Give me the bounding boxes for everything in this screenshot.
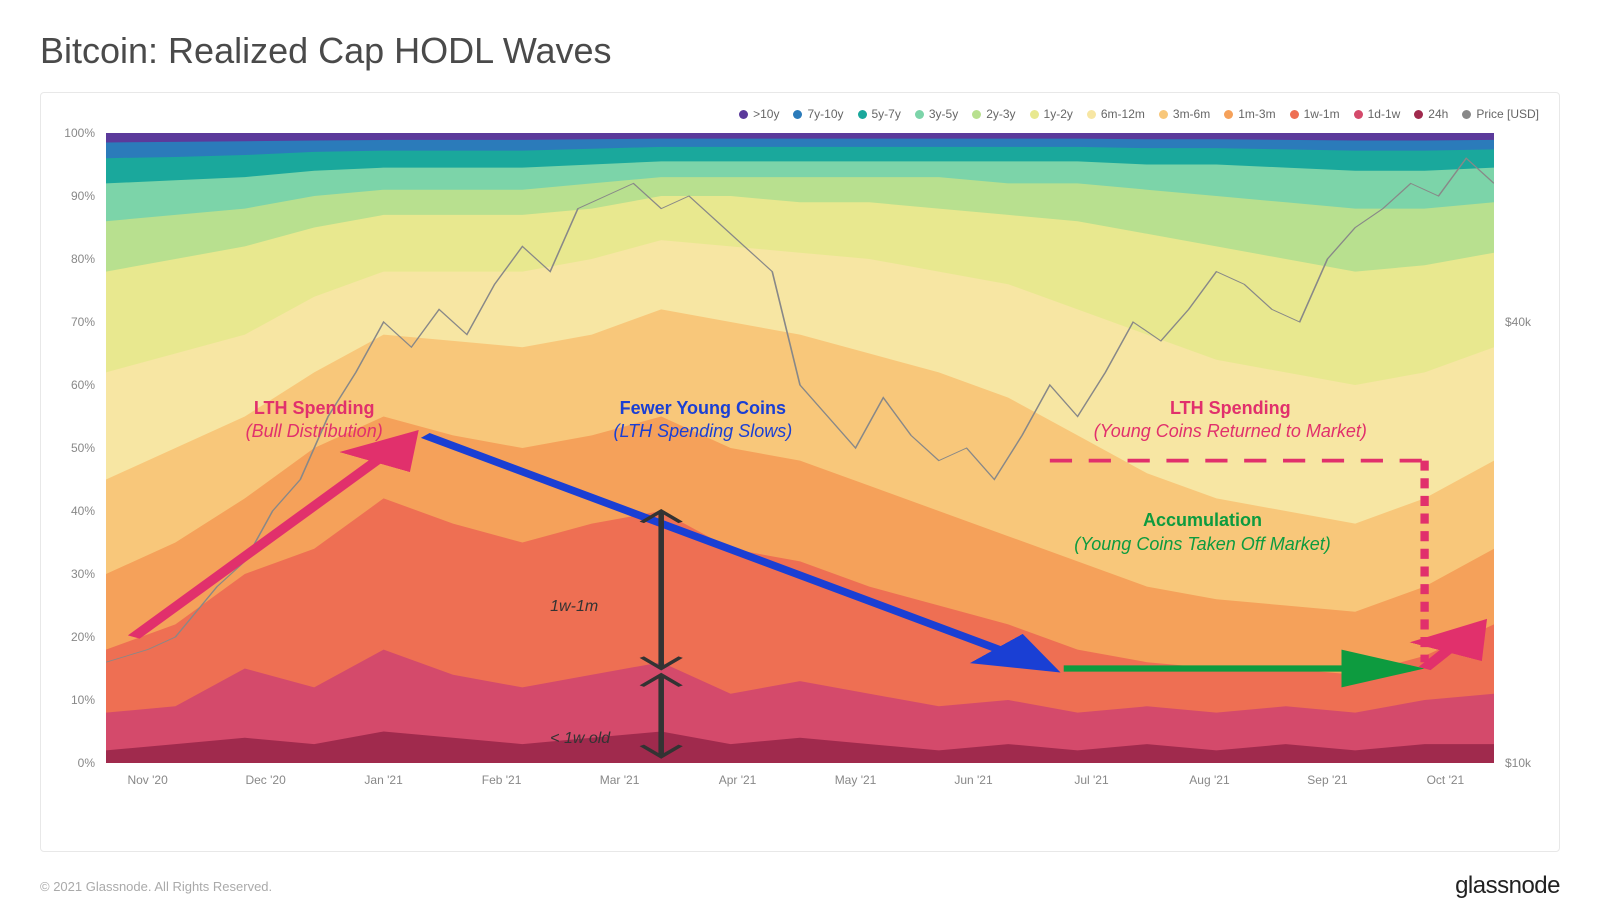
y-tick-left: 20% [71,630,95,644]
legend-dot-icon [915,110,924,119]
y-tick-left: 90% [71,189,95,203]
legend-item: 3m-6m [1159,107,1210,121]
chart-svg [106,133,1494,763]
legend-item: Price [USD] [1462,107,1539,121]
y-tick-left: 80% [71,252,95,266]
x-tick: Mar '21 [600,773,640,787]
legend-dot-icon [1414,110,1423,119]
x-tick: Jul '21 [1074,773,1108,787]
legend-dot-icon [1159,110,1168,119]
legend-dot-icon [739,110,748,119]
x-tick: Jun '21 [954,773,992,787]
x-tick: Dec '20 [245,773,285,787]
legend-label: 7y-10y [807,107,843,121]
x-tick: Apr '21 [719,773,757,787]
x-tick: Feb '21 [482,773,522,787]
plot-area: glassnode 0%10%20%30%40%50%60%70%80%90%1… [106,133,1494,793]
copyright: © 2021 Glassnode. All Rights Reserved. [40,879,272,894]
legend-dot-icon [1087,110,1096,119]
legend-label: Price [USD] [1476,107,1539,121]
x-axis: Nov '20 Dec '20 Jan '21 Feb '21 Mar '21 Apr '… [106,765,1494,793]
legend-item: >10y [739,107,779,121]
y-tick-right: $10k [1505,756,1531,770]
legend-label: 3m-6m [1173,107,1210,121]
brand-logo: glassnode [1455,872,1560,900]
legend-item: 1d-1w [1354,107,1401,121]
legend-dot-icon [1354,110,1363,119]
y-tick-left: 10% [71,693,95,707]
legend-dot-icon [1290,110,1299,119]
legend-dot-icon [1462,110,1471,119]
legend-label: 1y-2y [1044,107,1073,121]
legend-item: 24h [1414,107,1448,121]
legend-item: 3y-5y [915,107,958,121]
range-label-lt1w: < 1w old [550,730,610,748]
x-tick: Jan '21 [364,773,402,787]
legend-label: 6m-12m [1101,107,1145,121]
y-tick-left: 0% [78,756,95,770]
y-tick-left: 40% [71,504,95,518]
legend-dot-icon [793,110,802,119]
legend-item: 1y-2y [1030,107,1073,121]
legend-label: 24h [1428,107,1448,121]
y-tick-left: 70% [71,315,95,329]
legend-dot-icon [1224,110,1233,119]
y-axis-left: 0%10%20%30%40%50%60%70%80%90%100% [61,133,101,763]
legend-label: >10y [753,107,779,121]
chart-container: >10y 7y-10y 5y-7y 3y-5y 2y-3y 1y-2y 6m-12m 3m-6… [40,92,1560,852]
legend-item: 7y-10y [793,107,843,121]
x-tick: May '21 [835,773,877,787]
legend-label: 5y-7y [872,107,901,121]
y-tick-left: 60% [71,378,95,392]
legend-label: 1m-3m [1238,107,1275,121]
legend-dot-icon [1030,110,1039,119]
legend-item: 1m-3m [1224,107,1275,121]
y-tick-left: 50% [71,441,95,455]
y-tick-left: 30% [71,567,95,581]
legend-label: 2y-3y [986,107,1015,121]
legend-item: 6m-12m [1087,107,1145,121]
x-tick: Aug '21 [1189,773,1229,787]
legend-label: 3y-5y [929,107,958,121]
legend-item: 5y-7y [858,107,901,121]
x-tick: Nov '20 [127,773,167,787]
legend-item: 2y-3y [972,107,1015,121]
legend-item: 1w-1m [1290,107,1340,121]
x-tick: Oct '21 [1427,773,1465,787]
chart-title: Bitcoin: Realized Cap HODL Waves [40,30,1560,72]
legend: >10y 7y-10y 5y-7y 3y-5y 2y-3y 1y-2y 6m-12m 3m-6… [61,103,1539,133]
legend-label: 1w-1m [1304,107,1340,121]
y-axis-right: $10k$40k [1499,133,1539,763]
footer: © 2021 Glassnode. All Rights Reserved. g… [40,872,1560,900]
legend-dot-icon [972,110,981,119]
range-label-1w1m: 1w-1m [550,598,598,616]
y-tick-left: 100% [64,126,95,140]
legend-label: 1d-1w [1368,107,1401,121]
x-tick: Sep '21 [1307,773,1347,787]
y-tick-right: $40k [1505,315,1531,329]
legend-dot-icon [858,110,867,119]
